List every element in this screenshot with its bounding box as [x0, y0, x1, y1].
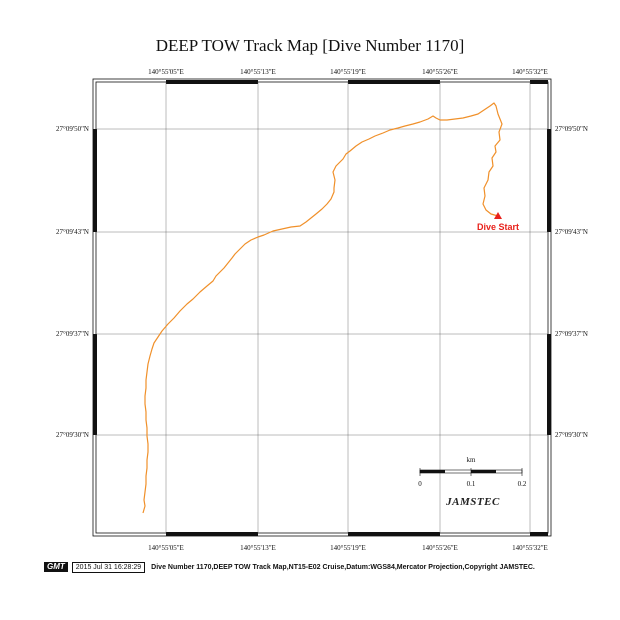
lat-label-right-1: 27°09'50"N [555, 125, 588, 133]
dive-start-label: Dive Start [477, 222, 519, 232]
scale-tick-1: 0.1 [467, 480, 476, 488]
map-frame-inner [95, 81, 549, 534]
footer: GMT 2015 Jul 31 16:28:29 Dive Number 117… [44, 561, 535, 573]
scale-bar [419, 468, 523, 476]
scale-tick-0: 0 [418, 480, 422, 488]
lat-label-left-2: 27°09'43"N [56, 228, 89, 236]
lon-label-bottom-1: 140°55'05"E [148, 544, 184, 552]
lon-label-top-2: 140°55'13"E [240, 68, 276, 76]
lon-label-bottom-4: 140°55'26"E [422, 544, 458, 552]
map-credits: Dive Number 1170,DEEP TOW Track Map,NT15… [151, 563, 535, 571]
lat-label-left-3: 27°09'37"N [56, 330, 89, 338]
lat-label-right-2: 27°09'43"N [555, 228, 588, 236]
jamstec-logo: JAMSTEC [445, 496, 500, 508]
lon-label-top-5: 140°55'32"E [512, 68, 548, 76]
gmt-logo: GMT [44, 562, 68, 572]
graticule [96, 82, 548, 533]
timestamp: 2015 Jul 31 16:28:29 [71, 561, 146, 573]
lat-label-left-4: 27°09'30"N [56, 431, 89, 439]
dive-track [142, 102, 503, 514]
lon-label-top-3: 140°55'19"E [330, 68, 366, 76]
lon-label-bottom-2: 140°55'13"E [240, 544, 276, 552]
lat-label-right-4: 27°09'30"N [555, 431, 588, 439]
dive-start-marker-icon [494, 212, 502, 219]
map-frame-outer [92, 78, 552, 537]
lat-label-left-1: 27°09'50"N [56, 125, 89, 133]
lon-label-bottom-3: 140°55'19"E [330, 544, 366, 552]
map-title: DEEP TOW Track Map [Dive Number 1170] [155, 36, 465, 55]
lon-label-bottom-5: 140°55'32"E [512, 544, 548, 552]
frame-ticks [93, 80, 551, 536]
lat-label-right-3: 27°09'37"N [555, 330, 588, 338]
scale-tick-2: 0.2 [518, 480, 527, 488]
scale-unit-label: km [467, 456, 477, 464]
lon-label-top-4: 140°55'26"E [422, 68, 458, 76]
lon-label-top-1: 140°55'05"E [148, 68, 184, 76]
